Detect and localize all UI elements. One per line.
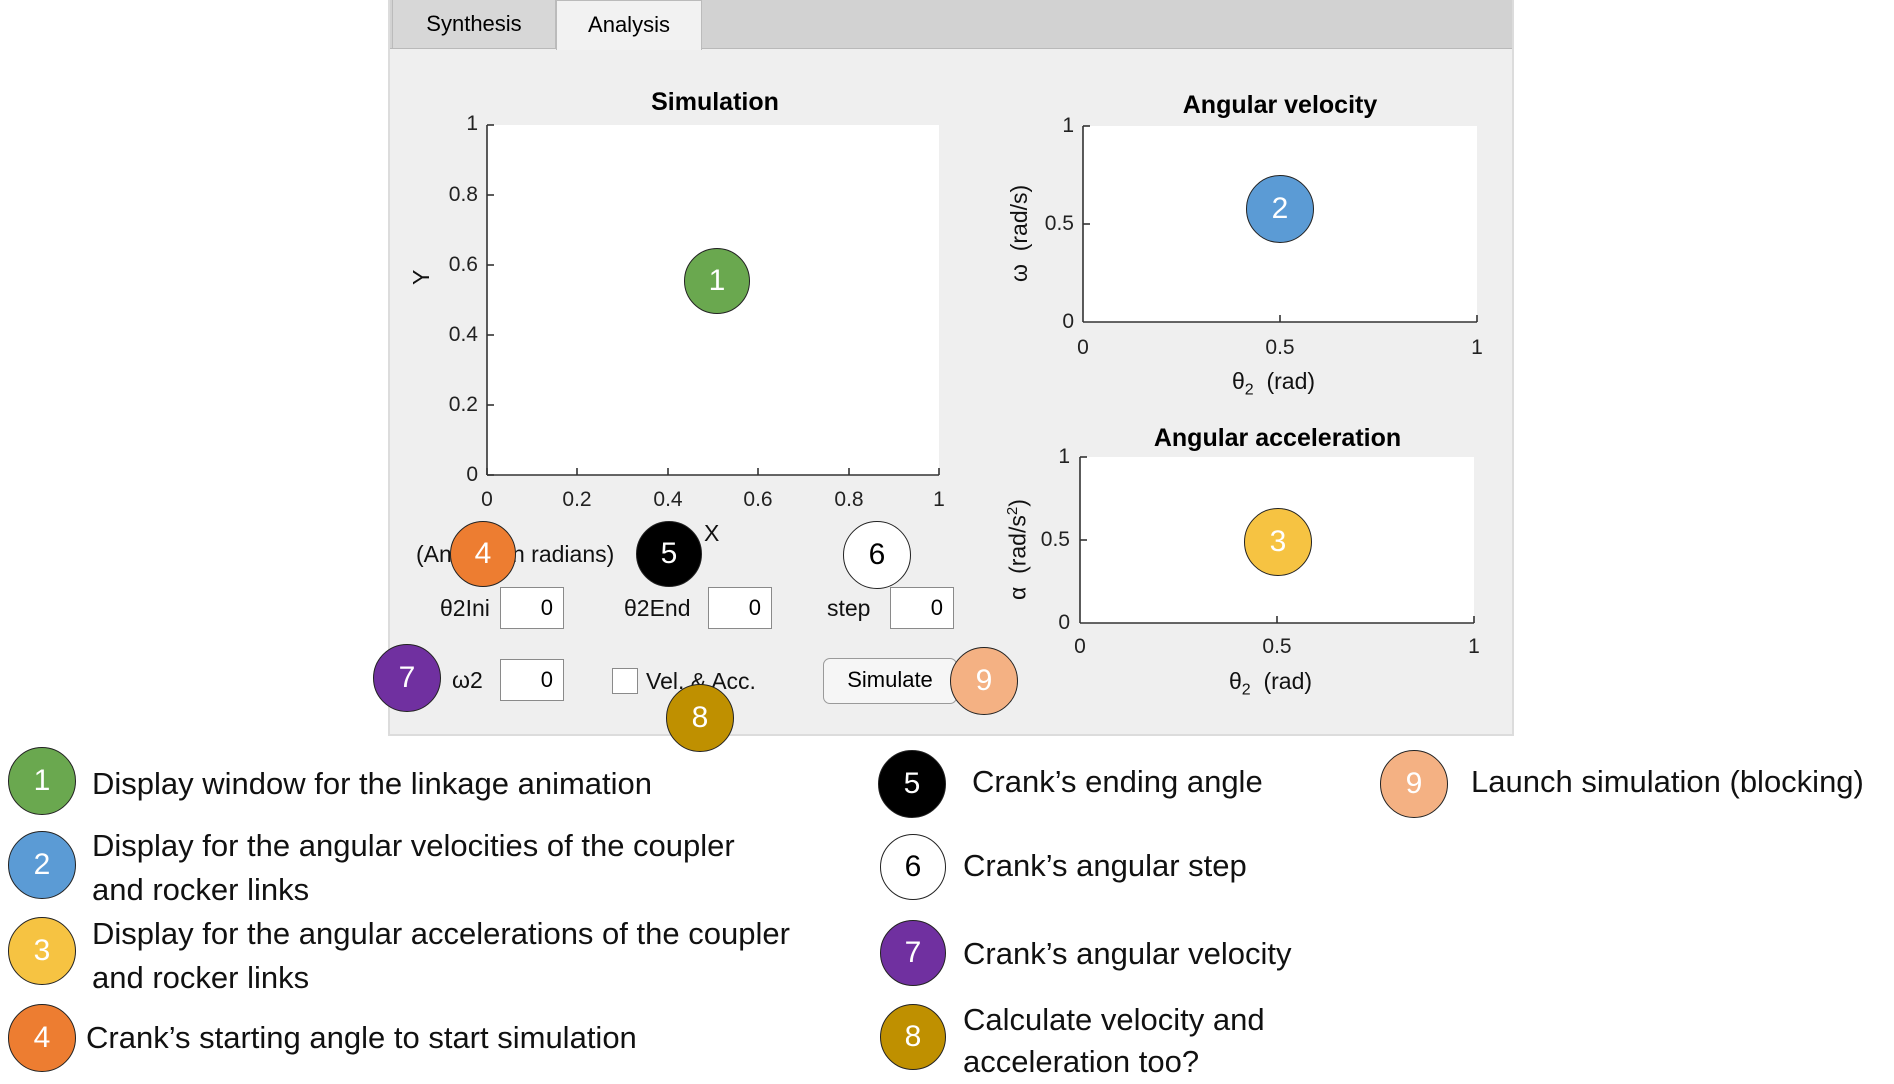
acc-xtick-label: 0 [1074,635,1086,658]
legend-marker-7: 7 [880,920,946,986]
acceleration-title: Angular acceleration [1153,424,1402,452]
sim-ytick-label: 0 [466,463,478,486]
vel-acc-checkbox[interactable] [612,668,638,694]
marker-9: 9 [950,647,1018,715]
acc-ylabel: α (rad/s2) [1004,499,1032,600]
vel-xtick-label: 0.5 [1265,336,1295,359]
acc-ylabel-base: α (rad/s [1004,515,1031,600]
step-label: step [827,595,871,621]
sim-ytick-label: 1 [466,112,478,135]
angle-note-start: (An [416,541,452,567]
legend-marker-3: 3 [8,917,76,985]
omega2-label: ω2 [452,667,483,693]
theta2ini-label: θ2Ini [440,595,490,621]
sim-ytick-label: 0.6 [448,253,478,276]
simulate-button[interactable]: Simulate [823,658,957,704]
marker-1: 1 [684,248,750,314]
legend-marker-6: 6 [880,834,946,900]
legend-text-7: Crank’s angular velocity [963,936,1292,971]
legend-text-4: Crank’s starting angle to start simulati… [86,1020,637,1055]
vel-xtick-label: 1 [1471,336,1483,359]
theta2end-label: θ2End [624,595,691,621]
sim-xtick-label: 0.8 [834,488,864,511]
step-input[interactable] [890,587,954,629]
vel-xtick-label: 0 [1077,336,1089,359]
angle-note-end: n radians) [512,541,615,567]
sim-ytick-label: 0.4 [448,323,478,346]
legend-marker-8: 8 [880,1004,946,1070]
sim-ytick-label: 0.8 [448,183,478,206]
acc-xtick-label: 1 [1468,635,1480,658]
tab-synthesis[interactable]: Synthesis [392,0,556,48]
legend-marker-5: 5 [878,750,946,818]
sim-xtick-label: 0.4 [653,488,683,511]
omega2-input[interactable] [500,659,564,701]
acc-ylabel-sup: 2 [1004,506,1021,516]
simulation-title: Simulation [651,88,779,116]
acc-ytick-label: 0.5 [1040,528,1070,551]
legend-text-3a: Display for the angular accelerations of… [92,916,790,951]
legend-text-2a: Display for the angular velocities of th… [92,828,735,863]
acc-xlabel-base: θ [1229,668,1242,694]
legend-text-8b: acceleration too? [963,1044,1200,1079]
velocity-title: Angular velocity [1182,91,1378,119]
legend-text-9: Launch simulation (blocking) [1471,764,1864,799]
acc-ylabel-tail: ) [1004,499,1031,507]
acc-xlabel-sub: 2 [1241,681,1251,699]
sim-xtick-label: 0.6 [743,488,773,511]
marker-4: 4 [450,521,516,587]
acc-xlabel: θ2 (rad) [1229,668,1312,700]
theta2end-input[interactable] [708,587,772,629]
vel-ytick-label: 0.5 [1044,212,1074,235]
tab-analysis[interactable]: Analysis [556,0,702,50]
legend-text-2b: and rocker links [92,872,310,907]
sim-xtick-label: 1 [933,488,945,511]
marker-3: 3 [1244,508,1312,576]
legend-text-8a: Calculate velocity and [963,1002,1265,1037]
marker-8: 8 [666,684,734,752]
legend-marker-4: 4 [8,1004,76,1072]
legend-text-1: Display window for the linkage animation [92,766,653,801]
marker-6: 6 [843,521,911,589]
acc-xlabel-tail: (rad) [1250,668,1313,694]
vel-xlabel-base: θ [1232,368,1245,394]
acc-ytick-label: 1 [1058,445,1070,468]
sim-xtick-label: 0 [481,488,493,511]
vel-xlabel: θ2 (rad) [1232,368,1315,400]
legend-marker-2: 2 [8,831,76,899]
sim-xtick-label: 0.2 [562,488,592,511]
legend-marker-1: 1 [8,747,76,815]
legend-text-6: Crank’s angular step [963,848,1247,883]
vel-ytick-label: 0 [1062,310,1074,333]
acc-ytick-label: 0 [1058,611,1070,634]
marker-2: 2 [1246,175,1314,243]
legend-text-5: Crank’s ending angle [972,764,1263,799]
vel-ytick-label: 1 [1062,114,1074,137]
vel-xlabel-tail: (rad) [1253,368,1316,394]
marker-7: 7 [373,644,441,712]
sim-xlabel: X [704,520,720,546]
marker-5: 5 [636,521,702,587]
acc-xtick-label: 0.5 [1262,635,1292,658]
theta2ini-input[interactable] [500,587,564,629]
legend-text-3b: and rocker links [92,960,310,995]
sim-ytick-label: 0.2 [448,393,478,416]
legend-marker-9: 9 [1380,750,1448,818]
vel-xlabel-sub: 2 [1244,381,1254,399]
